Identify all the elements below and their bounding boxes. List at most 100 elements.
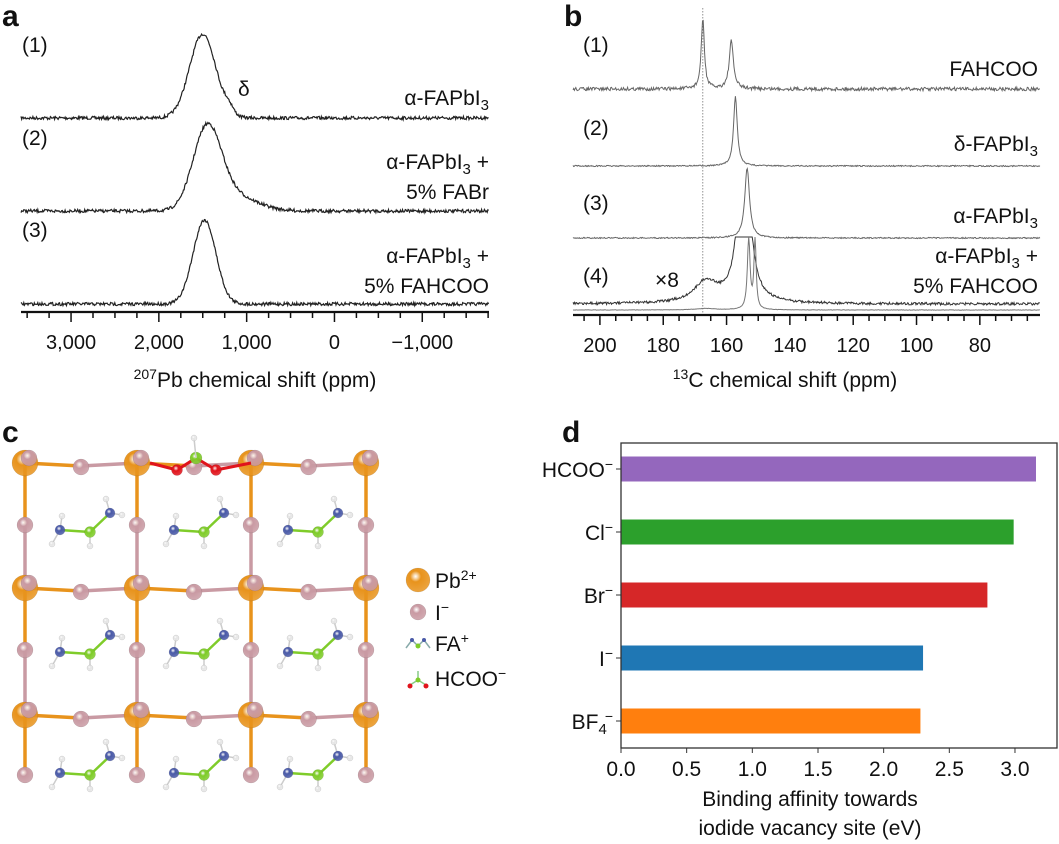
iodide-atom <box>361 449 379 467</box>
spectrum-trace <box>572 166 1041 240</box>
panel-label-b: b <box>564 0 582 33</box>
hydrogen-atom <box>330 617 338 625</box>
hydrogen-atom <box>232 511 240 519</box>
x-tick-label: 1,000 <box>222 332 272 354</box>
hydrogen-atom <box>276 783 284 791</box>
panel-label-d: d <box>562 416 580 449</box>
nitrogen-atom <box>104 507 116 519</box>
x-tick-label: 3.0 <box>1000 758 1029 781</box>
panel-a-nmr-pb: (1) (2) (3) α-FAPbI3 α-FAPbI3 + 5% FABr α-FAPb… <box>20 32 490 392</box>
spectrum-label: α-FAPbI3 + <box>935 245 1038 272</box>
iodide-atom <box>128 766 146 784</box>
spectrum-label: 5% FAHCOO <box>913 275 1038 298</box>
iodide-atom <box>357 516 375 534</box>
bar <box>621 582 988 608</box>
hydrogen-atom <box>102 738 110 746</box>
panel-label-c: c <box>2 416 19 449</box>
legend-label: I− <box>435 599 449 625</box>
x-tick-label: −1,000 <box>391 332 453 354</box>
hydrogen-atom <box>346 633 354 641</box>
nitrogen-atom <box>54 767 66 779</box>
hydrogen-atom <box>286 755 294 763</box>
hydrogen-atom <box>86 664 94 672</box>
hydrogen-atom <box>314 664 322 672</box>
nitrogen-atom <box>282 524 294 536</box>
iodide-atom <box>300 458 317 476</box>
iodide-atom <box>357 641 375 659</box>
x-tick-label: 180 <box>647 335 680 357</box>
iodide-atom <box>246 449 264 467</box>
legend-label: FA+ <box>435 630 469 656</box>
y-tick-label: HCOO− <box>542 456 613 482</box>
iodide-atom <box>246 574 264 592</box>
nitrogen-atom <box>332 750 344 762</box>
y-tick-label: Cl− <box>585 519 613 545</box>
iodide-atom <box>72 710 90 728</box>
iodide-atom <box>16 516 34 534</box>
hydrogen-atom <box>286 634 294 642</box>
y-tick-label: BF4− <box>572 708 613 738</box>
hydrogen-atom <box>200 542 208 550</box>
panel-d-bar-chart: HCOO− Cl− Br− I− BF4− 0.0 0.5 1.0 1.5 2.0 2.5 3.0 Bi… <box>542 442 1058 840</box>
spectrum-label: 5% FAHCOO <box>364 275 489 298</box>
iodide-atom <box>357 766 375 784</box>
carbon-atom <box>312 648 324 660</box>
hydrogen-atom <box>118 754 126 762</box>
carbon-atom <box>198 769 210 781</box>
y-tick-label: I− <box>599 645 613 671</box>
carbon-atom <box>84 526 96 538</box>
nitrogen-atom <box>218 507 230 519</box>
hydrogen-atom <box>216 495 224 503</box>
nitrogen-atom <box>168 524 180 536</box>
spectrum-index: (2) <box>22 127 48 150</box>
hydrogen-atom <box>86 542 94 550</box>
nitrogen-atom <box>54 646 66 658</box>
hydrogen-atom <box>314 542 322 550</box>
x-tick-label: 0.5 <box>672 758 701 781</box>
panel-b-nmr-c: (1) (2) (3) (4) FAHCOO δ-FAPbI3 α-FAPbI3 α-FAPb… <box>572 8 1041 392</box>
legend-label: Pb2+ <box>435 567 477 593</box>
iodide-atom <box>361 574 379 592</box>
iodide-atom <box>242 516 260 534</box>
nitrogen-atom <box>104 750 116 762</box>
spectrum-label: α-FAPbI3 + <box>386 245 489 272</box>
x-tick-label: 1.5 <box>803 758 832 781</box>
hydrogen-atom <box>48 662 56 670</box>
iodide-atom <box>20 701 38 719</box>
hydrogen-atom <box>216 617 224 625</box>
bar <box>621 708 921 734</box>
iodide-atom <box>242 766 260 784</box>
spectrum-trace <box>20 32 489 122</box>
spectrum-index: (2) <box>583 117 609 140</box>
hydrogen-atom <box>286 512 294 520</box>
bar <box>621 645 924 671</box>
carbon-atom <box>198 526 210 538</box>
spectrum-label: FAHCOO <box>949 58 1038 81</box>
x-axis-label: Binding affinity towards <box>702 788 918 811</box>
oxygen-atom <box>171 464 183 476</box>
hydrogen-atom <box>276 662 284 670</box>
legend-label: HCOO− <box>435 665 506 691</box>
x-tick-label: 200 <box>583 335 616 357</box>
carbon-atom <box>198 648 210 660</box>
bar <box>621 519 1014 545</box>
hydrogen-atom <box>330 738 338 746</box>
iodide-atom <box>128 641 146 659</box>
x-tick-label: 1.0 <box>738 758 767 781</box>
hydrogen-atom <box>162 783 170 791</box>
delta-annotation: δ <box>238 78 250 101</box>
hydrogen-atom <box>330 495 338 503</box>
nitrogen-atom <box>54 524 66 536</box>
spectrum-label: α-FAPbI3 <box>953 205 1038 232</box>
hydrogen-atom <box>58 755 66 763</box>
spectrum-index: (1) <box>583 34 609 57</box>
x-tick-label: 0 <box>329 332 340 354</box>
hydrogen-atom <box>172 634 180 642</box>
iodide-atom <box>128 516 146 534</box>
spectrum-trace <box>572 236 1040 311</box>
hydrogen-atom <box>48 783 56 791</box>
hydrogen-atom <box>216 738 224 746</box>
spectrum-index: (3) <box>583 192 609 215</box>
bond <box>215 461 252 472</box>
carbon-atom <box>84 769 96 781</box>
